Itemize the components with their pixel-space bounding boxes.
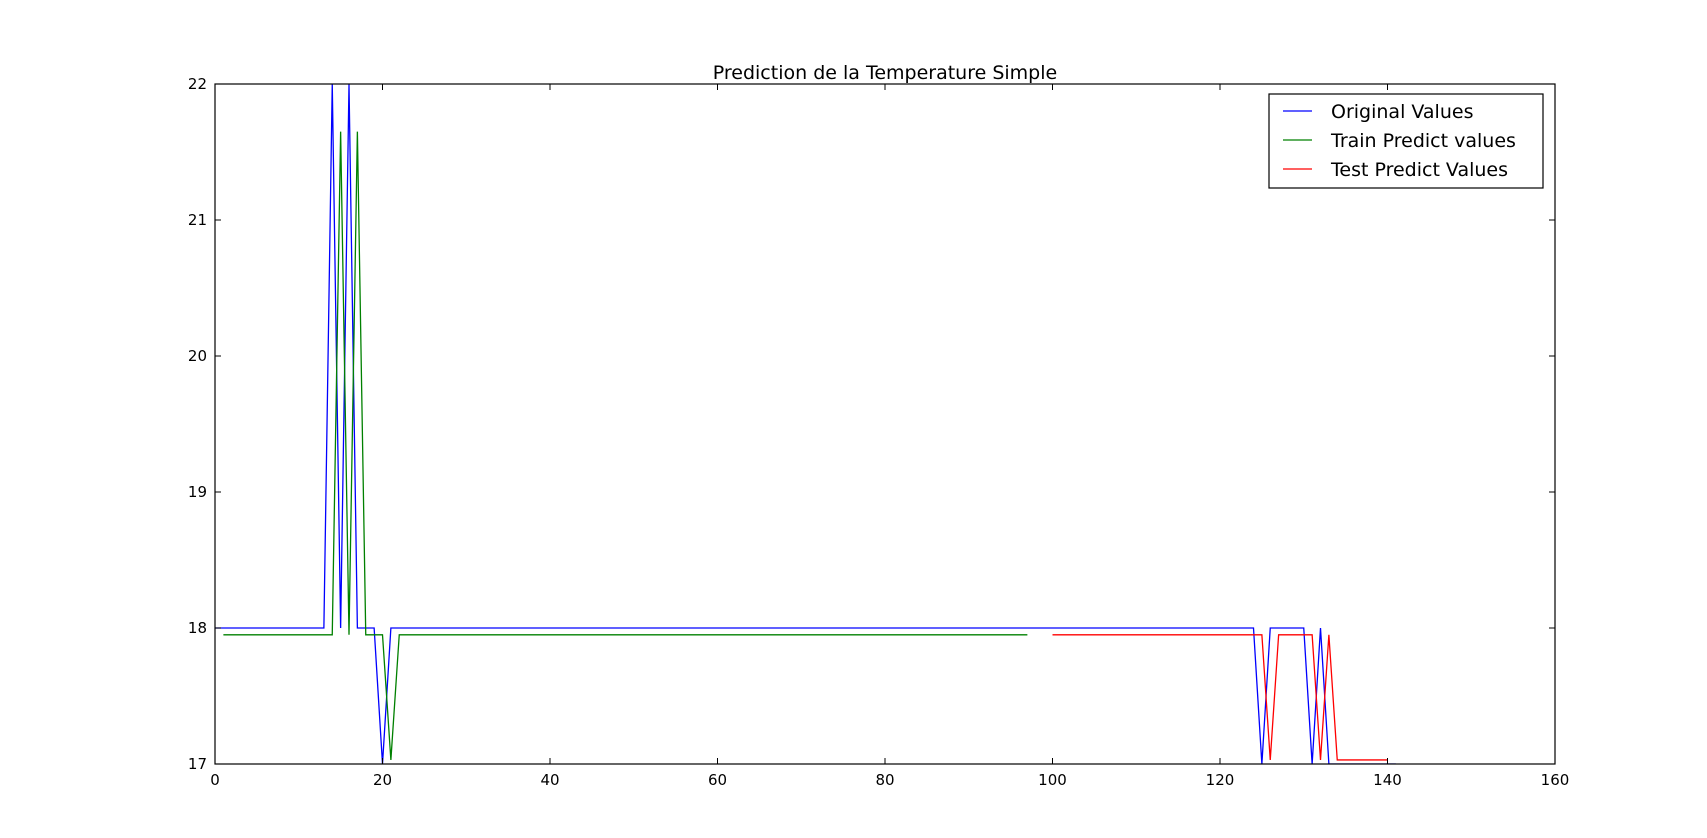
legend-label-3: Test Predict Values (1330, 159, 1508, 181)
legend-label-1: Original Values (1331, 101, 1473, 123)
x-tick-label: 140 (1373, 771, 1402, 789)
x-tick-label: 100 (1038, 771, 1067, 789)
axis-ticks: 0 20 40 60 80 100 120 140 160 17 18 19 20 21 22 (188, 75, 1569, 789)
x-tick-label: 120 (1206, 771, 1235, 789)
chart-title: Prediction de la Temperature Simple (713, 62, 1057, 84)
legend-label-2: Train Predict values (1330, 130, 1516, 152)
x-tick-label: 80 (875, 771, 894, 789)
y-tick-label: 20 (188, 347, 207, 365)
series-line-1 (215, 84, 1396, 764)
x-tick-label: 0 (210, 771, 220, 789)
y-tick-label: 22 (188, 75, 207, 93)
y-tick-label: 19 (188, 483, 207, 501)
series-line-2 (223, 131, 1028, 760)
y-tick-label: 17 (188, 755, 207, 773)
legend-box (1268, 93, 1544, 189)
y-tick-label: 18 (188, 619, 207, 637)
series-line-3 (1052, 634, 1388, 761)
series-layer (215, 84, 1396, 764)
legend: Original Values Train Predict values Test … (1268, 93, 1544, 189)
y-tick-label: 21 (188, 211, 207, 229)
x-tick-label: 40 (540, 771, 559, 789)
x-tick-label: 60 (708, 771, 727, 789)
x-tick-label: 160 (1541, 771, 1570, 789)
x-tick-label: 20 (373, 771, 392, 789)
